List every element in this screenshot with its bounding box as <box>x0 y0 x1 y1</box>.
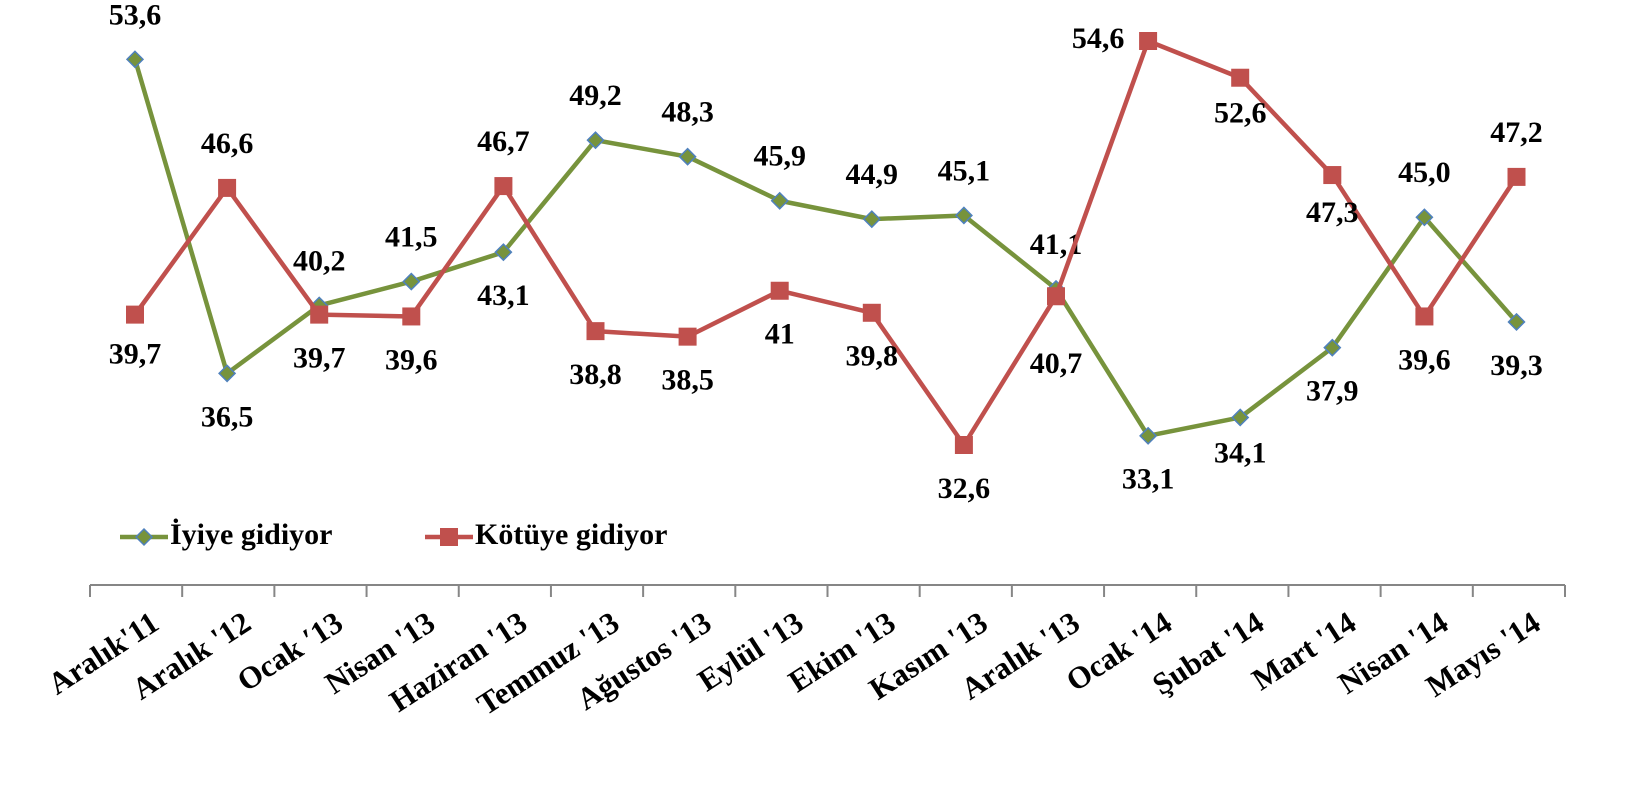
data-label: 46,7 <box>477 125 530 158</box>
data-label: 37,9 <box>1306 375 1359 408</box>
data-label: 45,1 <box>938 154 991 187</box>
data-label: 45,9 <box>753 140 806 173</box>
marker <box>1047 287 1065 306</box>
marker <box>1323 338 1342 357</box>
marker <box>678 327 697 346</box>
data-label: 41,5 <box>385 220 438 253</box>
marker <box>586 322 605 341</box>
legend-marker <box>134 527 154 547</box>
data-label: 39,7 <box>293 342 346 375</box>
marker <box>1415 208 1434 227</box>
marker <box>402 272 421 291</box>
marker <box>954 206 973 225</box>
data-label: 45,0 <box>1398 156 1451 189</box>
legend-label: İyiye gidiyor <box>170 518 333 551</box>
data-label: 41 <box>765 318 795 351</box>
data-label: 52,6 <box>1214 97 1267 130</box>
marker <box>1415 307 1434 326</box>
marker <box>1323 166 1342 185</box>
marker <box>494 243 513 262</box>
data-label: 39,8 <box>846 340 899 373</box>
marker <box>770 281 789 300</box>
marker <box>954 436 973 454</box>
marker <box>1231 68 1250 87</box>
data-label: 53,6 <box>109 0 162 31</box>
marker <box>586 131 605 150</box>
legend-label: Kötüye gidiyor <box>475 518 668 551</box>
data-label: 40,7 <box>1030 347 1083 380</box>
data-label: 39,6 <box>385 343 438 376</box>
marker <box>1139 32 1158 50</box>
data-label: 39,7 <box>109 338 162 371</box>
marker <box>1507 167 1526 186</box>
marker <box>126 305 144 324</box>
data-label: 47,2 <box>1490 116 1543 149</box>
marker <box>494 177 513 196</box>
data-label: 33,1 <box>1122 463 1175 496</box>
data-label: 38,8 <box>569 358 622 391</box>
data-label: 34,1 <box>1214 436 1267 469</box>
series-line <box>132 58 1519 439</box>
marker <box>218 178 237 197</box>
marker <box>770 191 789 210</box>
data-label: 49,2 <box>569 79 622 112</box>
data-label: 39,3 <box>1490 349 1543 382</box>
data-label: 47,3 <box>1306 196 1359 229</box>
data-label: 32,6 <box>938 472 991 505</box>
marker <box>218 364 237 383</box>
marker <box>1231 408 1250 427</box>
marker <box>862 210 881 229</box>
data-label: 44,9 <box>846 158 899 191</box>
data-label: 40,2 <box>293 244 346 277</box>
marker <box>1139 426 1158 445</box>
data-label: 39,6 <box>1398 343 1451 376</box>
data-label: 54,6 <box>1072 22 1125 55</box>
series-line <box>133 38 1519 448</box>
data-label: 38,5 <box>661 364 714 397</box>
legend-marker <box>440 528 458 546</box>
marker <box>1507 312 1526 332</box>
marker <box>678 147 697 166</box>
data-label: 43,1 <box>477 279 530 312</box>
marker <box>402 307 421 326</box>
marker <box>862 303 881 322</box>
marker <box>125 50 145 69</box>
data-label: 36,5 <box>201 400 254 433</box>
data-label: 48,3 <box>661 96 714 129</box>
marker <box>310 305 329 324</box>
data-label: 46,6 <box>201 127 254 160</box>
